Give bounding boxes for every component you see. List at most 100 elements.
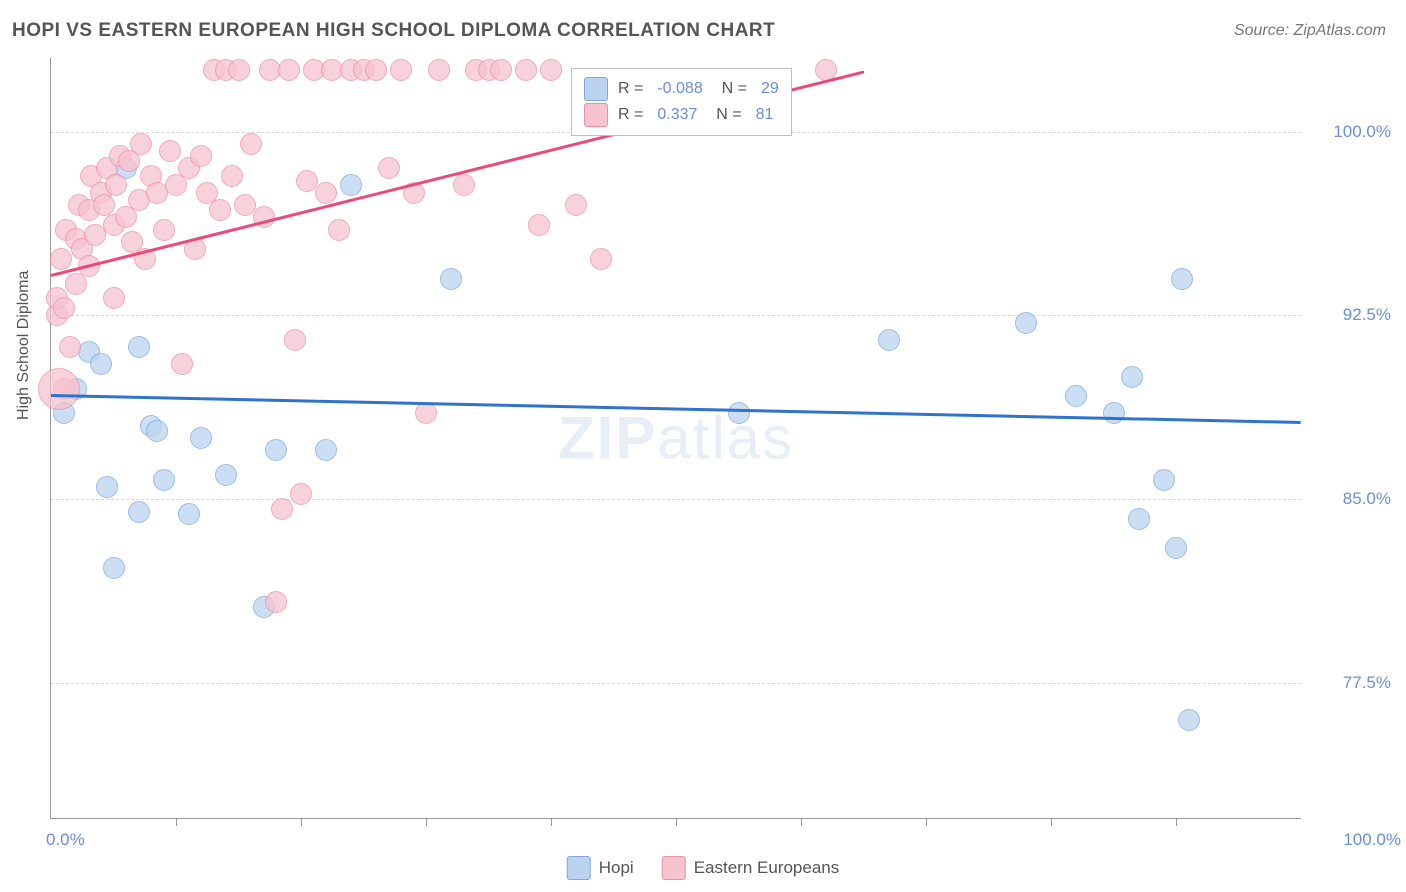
data-point: [93, 194, 115, 216]
data-point: [271, 498, 293, 520]
x-tick: [176, 818, 177, 826]
stats-row: R = -0.088 N = 29: [584, 77, 779, 101]
gridline: [51, 499, 1301, 500]
y-axis-label: High School Diploma: [15, 271, 33, 420]
legend-item: Eastern Europeans: [662, 856, 840, 880]
data-point: [540, 59, 562, 81]
data-point: [190, 427, 212, 449]
data-point: [515, 59, 537, 81]
stats-r-value: 0.337: [657, 106, 697, 124]
data-point-large: [38, 368, 80, 410]
data-point: [128, 501, 150, 523]
data-point: [1171, 268, 1193, 290]
x-tick: [1176, 818, 1177, 826]
watermark: ZIPatlas: [558, 404, 794, 473]
data-point: [265, 591, 287, 613]
data-point: [440, 268, 462, 290]
data-point: [190, 145, 212, 167]
data-point: [315, 439, 337, 461]
data-point: [1178, 709, 1200, 731]
data-point: [878, 329, 900, 351]
data-point: [153, 469, 175, 491]
legend-swatch: [584, 77, 608, 101]
data-point: [278, 59, 300, 81]
data-point: [1121, 366, 1143, 388]
x-tick: [301, 818, 302, 826]
data-point: [284, 329, 306, 351]
source-attribution: Source: ZipAtlas.com: [1234, 22, 1386, 40]
x-label-left: 0.0%: [46, 830, 85, 850]
stats-n-label: N =: [713, 80, 747, 98]
data-point: [146, 420, 168, 442]
data-point: [90, 353, 112, 375]
data-point: [53, 297, 75, 319]
data-point: [1128, 508, 1150, 530]
data-point: [59, 336, 81, 358]
data-point: [1015, 312, 1037, 334]
x-tick: [1051, 818, 1052, 826]
x-tick: [676, 818, 677, 826]
stats-n-value: 81: [756, 106, 774, 124]
y-tick-label: 85.0%: [1311, 489, 1391, 509]
stats-row: R = 0.337 N = 81: [584, 103, 779, 127]
legend-swatch: [584, 103, 608, 127]
gridline: [51, 683, 1301, 684]
stats-n-value: 29: [761, 80, 779, 98]
watermark-atlas: atlas: [657, 405, 794, 472]
data-point: [130, 133, 152, 155]
data-point: [1065, 385, 1087, 407]
data-point: [290, 483, 312, 505]
data-point: [96, 476, 118, 498]
data-point: [378, 157, 400, 179]
data-point: [159, 140, 181, 162]
stats-legend: R = -0.088 N = 29 R = 0.337 N = 81: [571, 68, 792, 136]
data-point: [178, 503, 200, 525]
x-tick: [801, 818, 802, 826]
x-tick: [551, 818, 552, 826]
legend-label: Eastern Europeans: [694, 858, 840, 878]
data-point: [50, 248, 72, 270]
data-point: [209, 199, 231, 221]
data-point: [105, 174, 127, 196]
data-point: [228, 59, 250, 81]
data-point: [265, 439, 287, 461]
data-point: [390, 59, 412, 81]
data-point: [340, 174, 362, 196]
y-tick-label: 100.0%: [1311, 122, 1391, 142]
gridline: [51, 315, 1301, 316]
data-point: [453, 174, 475, 196]
data-point: [153, 219, 175, 241]
watermark-zip: ZIP: [558, 405, 657, 472]
data-point: [415, 402, 437, 424]
plot-area: ZIPatlas 77.5%85.0%92.5%100.0%0.0%100.0%…: [50, 58, 1301, 819]
stats-n-label: N =: [707, 106, 741, 124]
data-point: [428, 59, 450, 81]
data-point: [221, 165, 243, 187]
data-point: [103, 557, 125, 579]
data-point: [565, 194, 587, 216]
x-tick: [426, 818, 427, 826]
data-point: [528, 214, 550, 236]
data-point: [103, 287, 125, 309]
data-point: [171, 353, 193, 375]
y-tick-label: 92.5%: [1311, 305, 1391, 325]
x-tick: [926, 818, 927, 826]
stats-r-label: R =: [618, 106, 643, 124]
data-point: [1165, 537, 1187, 559]
data-point: [328, 219, 350, 241]
stats-r-value: -0.088: [657, 80, 702, 98]
stats-r-label: R =: [618, 80, 643, 98]
data-point: [1153, 469, 1175, 491]
chart-title: HOPI VS EASTERN EUROPEAN HIGH SCHOOL DIP…: [12, 20, 775, 42]
legend-swatch: [662, 856, 686, 880]
bottom-legend: Hopi Eastern Europeans: [567, 856, 840, 880]
y-tick-label: 77.5%: [1311, 673, 1391, 693]
legend-swatch: [567, 856, 591, 880]
legend-item: Hopi: [567, 856, 634, 880]
data-point: [590, 248, 612, 270]
data-point: [1103, 402, 1125, 424]
data-point: [315, 182, 337, 204]
data-point: [365, 59, 387, 81]
data-point: [240, 133, 262, 155]
x-label-right: 100.0%: [1343, 830, 1401, 850]
